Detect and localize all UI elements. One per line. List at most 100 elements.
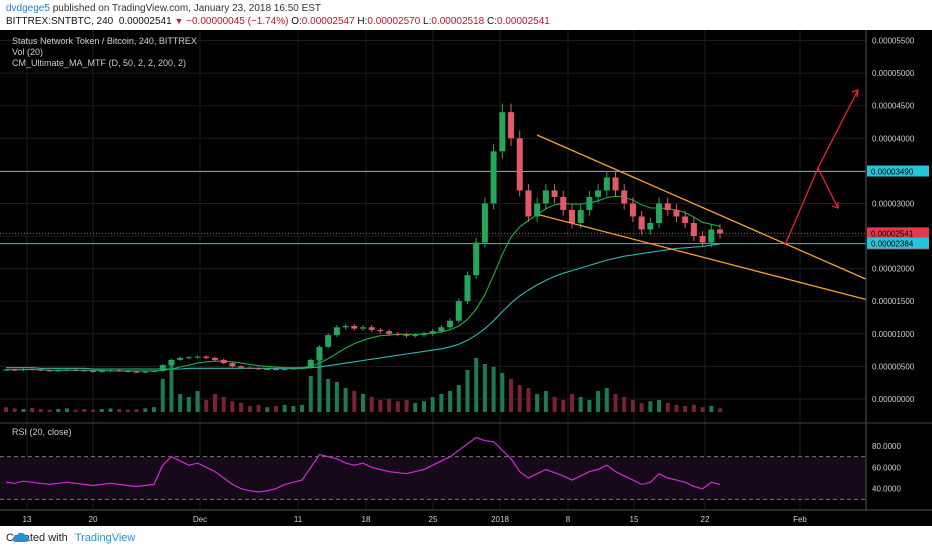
rsi-line	[5, 436, 721, 493]
candle	[20, 368, 27, 371]
volume-bar	[665, 403, 670, 412]
volume-bar	[700, 407, 705, 412]
volume-bar	[334, 382, 339, 412]
candle	[151, 370, 158, 372]
time-tick-label: 22	[701, 515, 710, 524]
candle	[386, 331, 393, 334]
rsi-tick-label: 80.0000	[872, 442, 901, 451]
candle	[142, 371, 149, 373]
rsi-tick-label: 60.0000	[872, 463, 901, 472]
volume-bar	[308, 376, 313, 412]
volume-bar	[91, 409, 96, 412]
volume-bar	[421, 401, 426, 412]
volume-bar	[30, 407, 35, 412]
volume-bar	[552, 397, 557, 412]
volume-bar	[212, 394, 217, 412]
candle	[447, 320, 454, 328]
last-price: 0.00002541	[118, 16, 172, 27]
candle	[647, 223, 654, 230]
candle	[281, 368, 288, 370]
candle	[603, 177, 610, 191]
volume-bar	[73, 409, 78, 412]
candle	[473, 242, 480, 276]
price-tick-label: 0.00004500	[872, 102, 915, 111]
volume-bar	[195, 391, 200, 412]
volume-bar	[47, 409, 52, 412]
lower-trendline	[539, 214, 869, 301]
open-label: O:	[291, 16, 302, 27]
publish-info: dvdgege5 published on TradingView.com, J…	[6, 3, 321, 14]
volume-bar	[378, 400, 383, 412]
candle	[255, 368, 262, 370]
price-tick-label: 0.00004000	[872, 134, 915, 143]
volume-bar	[204, 400, 209, 412]
candle	[203, 356, 210, 358]
candle	[682, 216, 689, 223]
candle	[368, 327, 375, 330]
volume-bar	[256, 404, 261, 412]
volume-bar	[99, 409, 104, 412]
ohlc-line: BITTREX:SNTBTC, 240 0.00002541 ▼ −0.0000…	[6, 16, 550, 27]
volume-bar	[596, 391, 601, 412]
volume-bar	[404, 400, 409, 412]
price-tick-label: 0.00001000	[872, 330, 915, 339]
volume-bar	[282, 404, 287, 412]
volume-bar	[387, 398, 392, 412]
candle	[656, 203, 663, 223]
candle	[612, 177, 619, 191]
volume-bar	[247, 406, 252, 412]
volume-bar	[108, 408, 113, 412]
tradingview-brand-link[interactable]: TradingView	[74, 532, 136, 544]
candle	[560, 196, 567, 210]
candle	[272, 368, 279, 370]
publish-text: published on TradingView.com, January 23…	[52, 3, 322, 14]
rsi-pane: RSI (20, close) 80.0000 60.0000 40.0000	[0, 424, 932, 510]
volume-bar	[82, 409, 87, 412]
low-label: L:	[423, 16, 432, 27]
volume-bar	[291, 406, 296, 412]
chart-svg[interactable]: 0.00005500 0.00005000 0.00004500 0.00004000…	[0, 30, 932, 526]
candle	[46, 370, 53, 372]
volume-bar	[578, 397, 583, 412]
rsi-axis-bg	[866, 424, 932, 510]
candle	[717, 229, 723, 234]
candle	[638, 216, 645, 230]
candle	[168, 359, 175, 366]
candle	[290, 368, 297, 370]
candle	[595, 190, 602, 197]
volume-bar	[569, 394, 574, 412]
candle	[316, 346, 323, 360]
chart-area[interactable]: 0.00005500 0.00005000 0.00004500 0.00004000…	[0, 30, 932, 526]
volume-bar	[12, 408, 17, 412]
author-link[interactable]: dvdgege5	[6, 3, 50, 14]
candle	[264, 368, 271, 370]
volume-bar	[326, 379, 331, 412]
volume-bar	[526, 388, 531, 412]
candle	[116, 370, 123, 372]
volume-bar	[317, 352, 322, 412]
volume-bar	[630, 400, 635, 412]
price-tick-label: 0.00000000	[872, 395, 915, 404]
candle	[438, 327, 445, 332]
time-tick-label: 8	[566, 515, 571, 524]
time-tick-label: Dec	[193, 515, 207, 524]
candle	[29, 368, 36, 370]
arrow-head-up-icon	[851, 89, 859, 98]
volume-bars	[4, 352, 722, 412]
time-axis-bg	[0, 510, 932, 526]
volume-bar	[230, 401, 235, 412]
candle	[11, 369, 18, 371]
price-series	[3, 103, 723, 374]
candle	[708, 229, 715, 243]
candle	[246, 367, 253, 369]
candle	[107, 370, 114, 372]
candle	[516, 138, 523, 191]
candle	[412, 335, 419, 337]
candle	[333, 327, 340, 336]
candle	[420, 333, 427, 336]
volume-bar	[369, 397, 374, 412]
time-tick-label: 11	[294, 515, 303, 524]
volume-bar	[517, 385, 522, 412]
horizontal-levels	[0, 171, 866, 245]
price-tick-label: 0.00005000	[872, 69, 915, 78]
